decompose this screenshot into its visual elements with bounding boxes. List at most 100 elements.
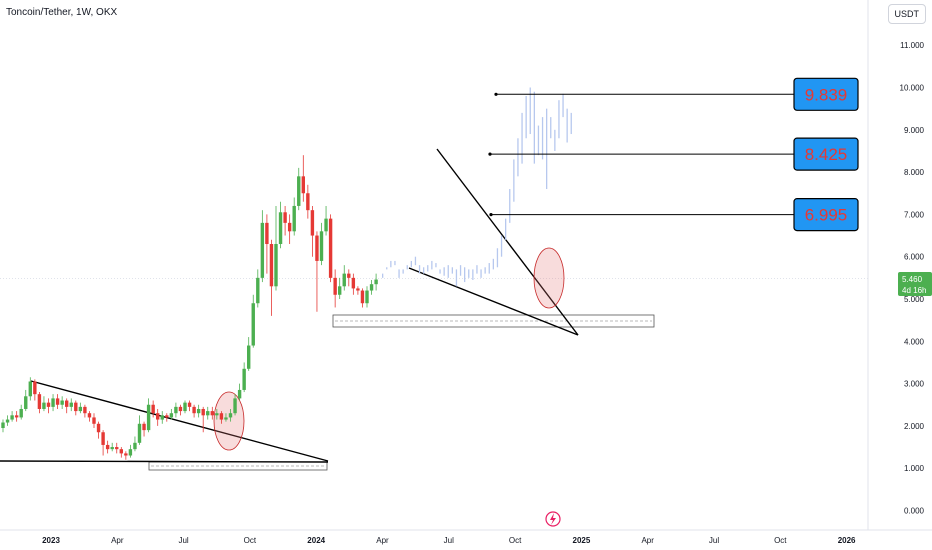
candle-body xyxy=(51,398,55,407)
candle-body xyxy=(369,284,374,291)
candle-body xyxy=(78,406,83,412)
candle-body xyxy=(201,408,205,416)
candle-body xyxy=(269,244,274,287)
candle-body xyxy=(119,449,123,454)
candle-body xyxy=(260,222,265,278)
candle-body xyxy=(178,406,183,412)
candle-body xyxy=(328,218,333,278)
candle-body xyxy=(274,244,278,287)
candle-body xyxy=(237,389,242,399)
candle-body xyxy=(342,273,346,287)
candle-body xyxy=(96,423,101,433)
wedge-lower-trendline-2024 xyxy=(408,267,579,336)
candle-body xyxy=(292,205,296,232)
target-box xyxy=(793,198,859,232)
price-tick-label: 1.000 xyxy=(904,464,925,473)
candle-body xyxy=(83,406,87,414)
price-tick-label: 7.000 xyxy=(904,210,925,219)
candle-body xyxy=(192,406,196,414)
time-tick-label: Jul xyxy=(178,536,188,545)
candle-body xyxy=(115,447,119,450)
candle-body xyxy=(228,413,233,418)
candle-body xyxy=(37,394,42,409)
candle-body xyxy=(278,212,283,245)
candle-body xyxy=(187,402,192,407)
candle-body xyxy=(306,193,310,211)
price-tick-label: 10.000 xyxy=(900,84,925,93)
price-tick-label: 8.000 xyxy=(904,168,925,177)
triangle-lower-trendline-2023 xyxy=(0,460,329,463)
candle-body xyxy=(10,415,14,420)
target-label: 6.995 xyxy=(805,206,848,225)
time-tick-label: Jul xyxy=(709,536,719,545)
candle-body xyxy=(347,273,351,278)
breakout-ellipse-2024 xyxy=(533,247,565,309)
candle-body xyxy=(315,235,319,261)
candle-body xyxy=(124,453,128,456)
symbol-title: Toncoin/Tether, 1W, OKX xyxy=(6,7,118,18)
price-tick-label: 2.000 xyxy=(904,422,925,431)
price-tick-label: 6.000 xyxy=(904,253,925,262)
candle-body xyxy=(133,442,137,450)
price-tick-label: 5.000 xyxy=(904,295,925,304)
lightning-icon xyxy=(545,511,561,527)
time-tick-label: Oct xyxy=(244,536,257,545)
candle-body xyxy=(206,411,210,416)
price-axis: 0.000 1.000 2.000 3.000 4.000 5.000 6.000 7.000… xyxy=(900,41,925,515)
candle-body xyxy=(24,396,28,409)
target-box xyxy=(793,137,859,171)
candle-body xyxy=(374,279,378,285)
wedge-upper-trendline-2024 xyxy=(436,148,579,336)
time-tick-label: Jul xyxy=(444,536,454,545)
support-zone-2024 xyxy=(332,314,655,328)
current-price-tag: 5.460 4d 16h xyxy=(898,272,932,296)
projection-bars xyxy=(381,87,572,287)
candle-body xyxy=(224,417,228,420)
candle-body xyxy=(287,222,292,232)
candle-body xyxy=(215,413,219,416)
candle-body xyxy=(338,286,342,295)
candle-body xyxy=(14,415,19,418)
currency-selector[interactable]: USDT xyxy=(887,4,926,24)
candle-body xyxy=(319,231,324,261)
target-label: 8.425 xyxy=(805,145,848,164)
current-price-value: 5.460 xyxy=(902,275,923,284)
price-tick-label: 4.000 xyxy=(904,337,925,346)
candle-body xyxy=(196,408,201,414)
candle-body xyxy=(356,288,360,291)
candle-body xyxy=(5,419,10,423)
candle-body xyxy=(251,303,255,346)
candle-body xyxy=(242,368,246,390)
candle-body xyxy=(310,210,315,236)
time-tick-label: 2025 xyxy=(573,536,591,545)
price-targets: 9.839 8.425 6.995 xyxy=(488,77,859,232)
candle-body xyxy=(92,417,96,424)
candlestick-series xyxy=(1,155,378,460)
candle-body xyxy=(55,398,60,405)
candle-body xyxy=(333,277,337,295)
candle-body xyxy=(301,176,305,194)
triangle-upper-trendline-2023 xyxy=(30,380,329,462)
price-tick-label: 0.000 xyxy=(904,507,925,516)
candle-body xyxy=(183,402,187,412)
time-axis: 2023 Apr Jul Oct 2024 Apr Jul Oct 2025 Apr Jul Oct 2… xyxy=(42,536,856,545)
candle-body xyxy=(360,290,365,304)
target-box xyxy=(793,77,859,111)
time-tick-label: Oct xyxy=(774,536,787,545)
candle-body xyxy=(101,432,105,445)
target-label: 9.839 xyxy=(805,85,848,104)
candle-body xyxy=(60,400,64,405)
candle-body xyxy=(265,222,269,245)
candle-body xyxy=(69,402,73,407)
candle-body xyxy=(19,408,23,418)
price-tick-label: 3.000 xyxy=(904,380,925,389)
time-tick-label: 2023 xyxy=(42,536,60,545)
candle-body xyxy=(87,413,92,418)
candle-body xyxy=(156,413,160,420)
candle-body xyxy=(33,381,37,395)
candle-body xyxy=(365,290,369,304)
candle-body xyxy=(146,404,151,431)
candle-body xyxy=(142,423,146,431)
candle-body xyxy=(233,398,237,414)
